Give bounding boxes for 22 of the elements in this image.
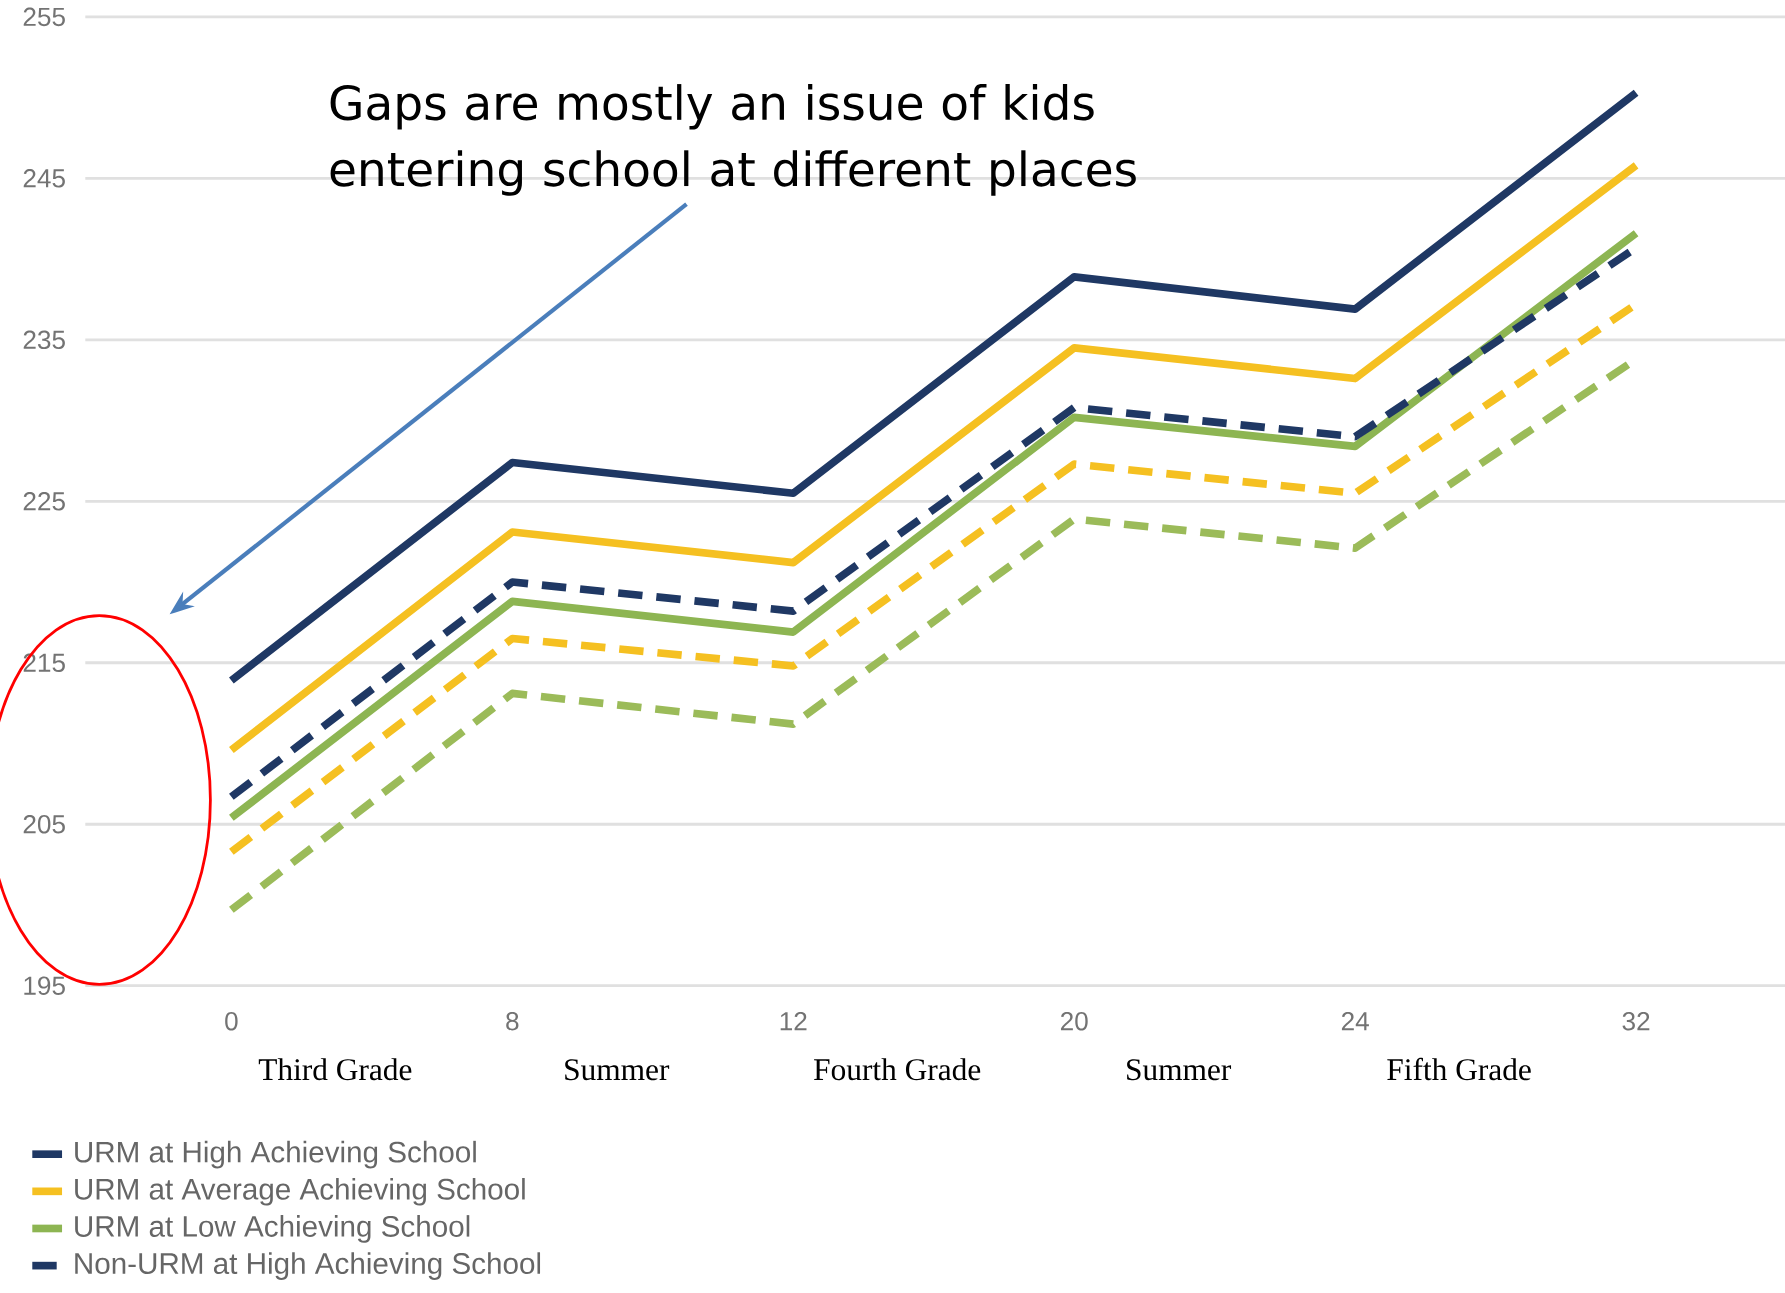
legend-label: URM at High Achieving School [75,1140,476,1169]
y-tick-label: 205 [23,814,65,834]
y-tick-label: 235 [23,330,65,350]
x-tick-label: 0 [225,1011,238,1031]
text: Summer [565,1059,670,1081]
text: Third Grade [258,1058,412,1081]
x-tick-label: 32 [1622,1011,1650,1031]
text: Summer [1127,1059,1232,1081]
y-tick-label: 225 [23,491,65,511]
legend-label: URM at Average Achieving School [75,1177,525,1206]
y-tick-label: 255 [23,7,65,27]
text: Fifth Grade [1387,1057,1531,1081]
x-tick-label: 24 [1341,1011,1369,1031]
x-tick-label: 8 [506,1011,519,1031]
x-tick-label: 12 [780,1011,807,1031]
y-tick-label: 245 [23,169,65,188]
annotation: Gaps are mostly an issue of kids entering school at different places [330,84,1136,196]
legend-label: URM at Low Achieving School [75,1215,470,1243]
y-tick-label: 195 [24,976,65,995]
x-tick-label: 20 [1060,1011,1088,1031]
text: Fourth Grade [814,1058,981,1081]
legend-label: Non-URM at High Achieving School [75,1252,541,1280]
